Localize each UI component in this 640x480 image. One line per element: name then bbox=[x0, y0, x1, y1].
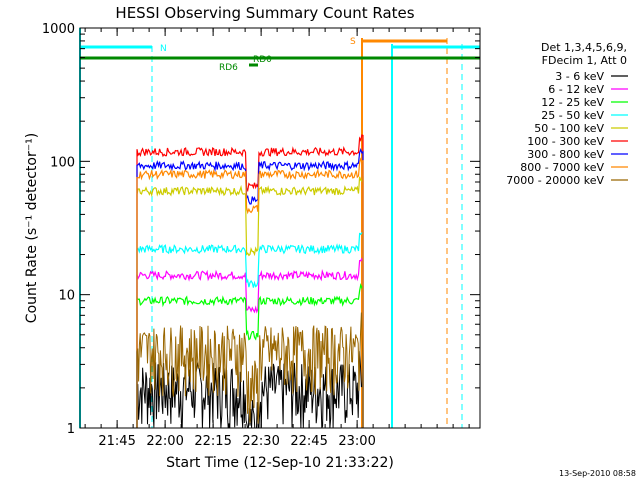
series-line-25_50keV bbox=[136, 231, 364, 428]
legend: Det 1,3,4,5,6,9,FDecim 1, Att 0 3 - 6 keV… bbox=[506, 41, 628, 187]
legend-label-100_300keV: 100 - 300 keV bbox=[527, 135, 604, 148]
y-tick-label-100: 100 bbox=[50, 155, 75, 170]
legend-title-line: Det 1,3,4,5,6,9, bbox=[541, 41, 627, 54]
plot-frame bbox=[79, 27, 481, 429]
flag-label-rd0: RD0 bbox=[253, 55, 272, 65]
legend-label-25_50keV: 25 - 50 keV bbox=[541, 109, 604, 122]
series-line-100_300keV bbox=[136, 134, 364, 428]
y-axis-label: Count Rate (s⁻¹ detector⁻¹) bbox=[24, 133, 40, 323]
y-tick-label-1000: 1000 bbox=[42, 22, 75, 37]
x-tick-label-22:00: 22:00 bbox=[146, 434, 183, 449]
flag-label-n: N bbox=[160, 44, 167, 54]
timestamp: 13-Sep-2010 08:58 bbox=[559, 469, 636, 478]
legend-label-50_100keV: 50 - 100 keV bbox=[534, 122, 604, 135]
series-line-300_800keV bbox=[136, 147, 364, 428]
series-line-12_25keV bbox=[136, 282, 364, 428]
legend-label-800_7000keV: 800 - 7000 keV bbox=[520, 161, 604, 174]
y-tick-label-10: 10 bbox=[58, 289, 75, 304]
x-tick-label-22:15: 22:15 bbox=[194, 434, 231, 449]
series-line-7000_20000keV bbox=[136, 312, 364, 428]
legend-label-6_12keV: 6 - 12 keV bbox=[548, 83, 604, 96]
y-tick-label-1: 1 bbox=[67, 422, 75, 437]
x-tick-label-23:00: 23:00 bbox=[338, 434, 375, 449]
legend-title-line: FDecim 1, Att 0 bbox=[542, 54, 627, 67]
legend-label-7000_20000keV: 7000 - 20000 keV bbox=[506, 174, 604, 187]
flag-label-s: S bbox=[350, 37, 356, 47]
x-tick-label-21:45: 21:45 bbox=[98, 434, 135, 449]
legend-label-300_800keV: 300 - 800 keV bbox=[527, 148, 604, 161]
axes: 21:45 22:00 22:15 22:30 22:45 23:00 1 10 100 1000 bbox=[42, 22, 480, 449]
flag-label-rd6: RD6 bbox=[219, 63, 238, 73]
plot-data: N S RD0 RD6 bbox=[79, 28, 480, 429]
x-tick-label-22:45: 22:45 bbox=[290, 434, 327, 449]
legend-label-12_25keV: 12 - 25 keV bbox=[541, 96, 604, 109]
chart-title: HESSI Observing Summary Count Rates bbox=[115, 4, 414, 22]
x-axis-label: Start Time (12-Sep-10 21:33:22) bbox=[166, 455, 394, 471]
series-line-800_7000keV bbox=[136, 157, 364, 428]
x-tick-label-22:30: 22:30 bbox=[242, 434, 279, 449]
series-line-6_12keV bbox=[136, 257, 364, 428]
series-line-50_100keV bbox=[136, 176, 364, 428]
legend-label-3_6keV: 3 - 6 keV bbox=[555, 70, 604, 83]
